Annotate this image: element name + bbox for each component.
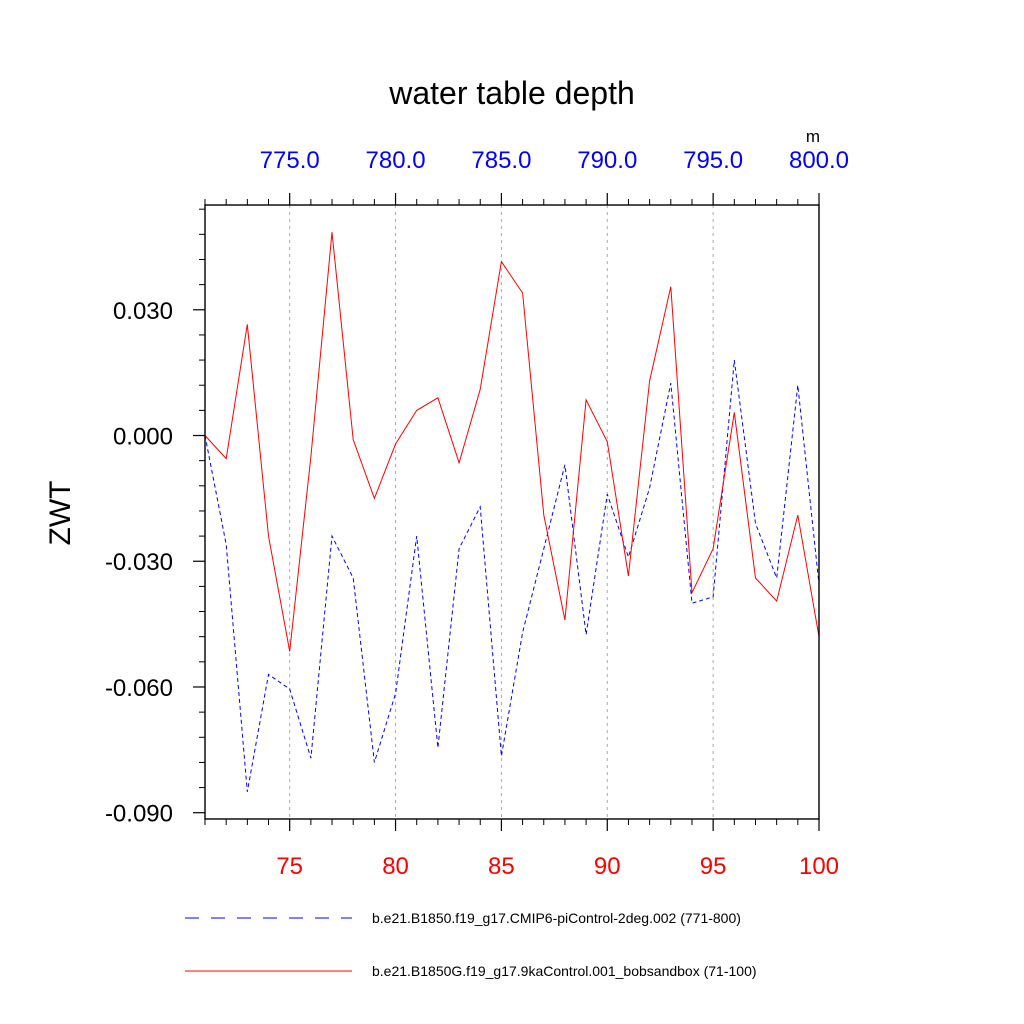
y-tick-label: 0.030 — [113, 298, 173, 325]
bottom-tick-label: 90 — [594, 853, 621, 880]
bottom-tick-label: 75 — [276, 853, 303, 880]
axis-layer: 0.030 0.000 -0.030 -0.060 -0.090 75 80 85 90 95 10… — [105, 147, 849, 880]
series-line-1 — [204, 360, 820, 792]
y-tick-label: 0.000 — [113, 424, 173, 451]
y-tick-label: -0.090 — [105, 801, 173, 828]
legend: b.e21.B1850.f19_g17.CMIP6-piControl-2deg… — [185, 910, 757, 979]
top-tick-label: 790.0 — [577, 147, 637, 174]
top-tick-label: 795.0 — [683, 147, 743, 174]
legend-label-2: b.e21.B1850G.f19_g17.9kaControl.001_bobs… — [372, 963, 757, 979]
y-tick-label: -0.060 — [105, 675, 173, 702]
top-tick-label: 775.0 — [260, 147, 320, 174]
series-layer — [204, 232, 820, 792]
y-axis-label: ZWT — [44, 481, 77, 546]
top-axis-unit: m — [806, 127, 820, 146]
top-tick-label: 800.0 — [789, 147, 849, 174]
bottom-tick-label: 95 — [700, 853, 727, 880]
bottom-tick-label: 80 — [382, 853, 409, 880]
grid-layer — [289, 205, 714, 819]
y-tick-label: -0.030 — [105, 549, 173, 576]
top-tick-label: 785.0 — [471, 147, 531, 174]
top-tick-label: 780.0 — [366, 147, 426, 174]
bottom-tick-label: 100 — [799, 853, 839, 880]
legend-label-1: b.e21.B1850.f19_g17.CMIP6-piControl-2deg… — [372, 910, 741, 926]
bottom-tick-label: 85 — [488, 853, 515, 880]
plot-frame — [204, 204, 820, 820]
chart-title: water table depth — [388, 75, 635, 111]
series-line-2 — [204, 232, 820, 652]
